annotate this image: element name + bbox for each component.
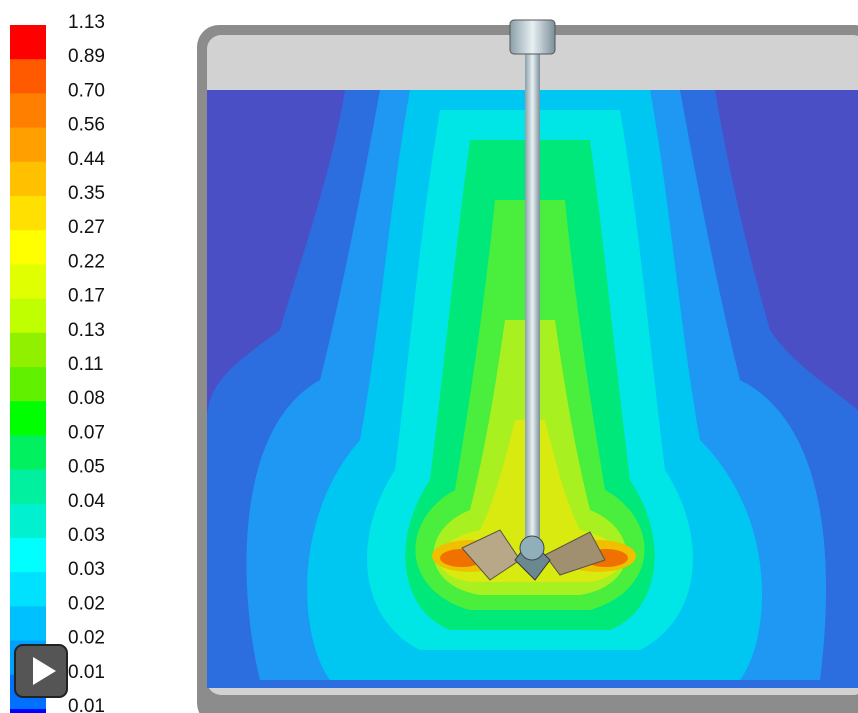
legend-label: 0.01 xyxy=(68,662,105,683)
legend-swatch xyxy=(10,264,46,300)
legend-swatch xyxy=(10,435,46,471)
legend-label: 0.01 xyxy=(68,696,105,713)
legend-swatch xyxy=(10,572,46,607)
legend-label: 1.13 xyxy=(68,12,105,33)
legend-label: 0.89 xyxy=(68,46,105,67)
legend-label: 0.44 xyxy=(68,149,105,170)
legend-label: 0.03 xyxy=(68,559,105,580)
legend-label: 0.03 xyxy=(68,525,105,546)
legend-label: 0.13 xyxy=(68,320,105,341)
legend-label: 0.02 xyxy=(68,628,105,649)
legend-swatch xyxy=(10,332,46,368)
legend-swatch xyxy=(10,298,46,334)
legend-label: 0.27 xyxy=(68,217,105,238)
legend-swatch xyxy=(10,503,46,539)
legend-swatch xyxy=(10,469,46,505)
legend-swatch xyxy=(10,25,46,60)
legend-swatch xyxy=(10,538,46,573)
legend-swatch xyxy=(10,230,46,265)
legend-label: 0.04 xyxy=(68,491,105,512)
legend-label: 0.08 xyxy=(68,388,105,409)
legend-swatch xyxy=(10,196,46,231)
tank xyxy=(197,19,858,713)
legend-label: 0.22 xyxy=(68,251,105,272)
legend-label: 0.56 xyxy=(68,115,105,136)
color-legend: 1.13 0.89 0.70 0.56 0.44 0.35 0.27 0.22 0.17 0.13… xyxy=(10,12,105,713)
legend-label: 0.17 xyxy=(68,286,105,307)
legend-label: 0.07 xyxy=(68,422,105,443)
legend-swatch xyxy=(10,401,46,436)
legend-label: 0.05 xyxy=(68,457,105,478)
legend-label: 0.02 xyxy=(68,593,105,614)
legend-swatch xyxy=(10,127,46,163)
legend-label: 0.70 xyxy=(68,80,105,101)
legend-swatch xyxy=(10,161,46,197)
legend-label: 0.11 xyxy=(68,354,104,375)
legend-swatch xyxy=(10,606,46,642)
play-button[interactable] xyxy=(14,644,68,698)
legend-swatch xyxy=(10,709,46,713)
legend-swatch xyxy=(10,367,46,402)
legend-swatch xyxy=(10,93,46,129)
shaft xyxy=(525,50,540,545)
legend-swatch xyxy=(10,59,46,94)
motor-hub xyxy=(509,19,556,55)
legend-label: 0.35 xyxy=(68,183,105,204)
impeller xyxy=(461,529,606,581)
